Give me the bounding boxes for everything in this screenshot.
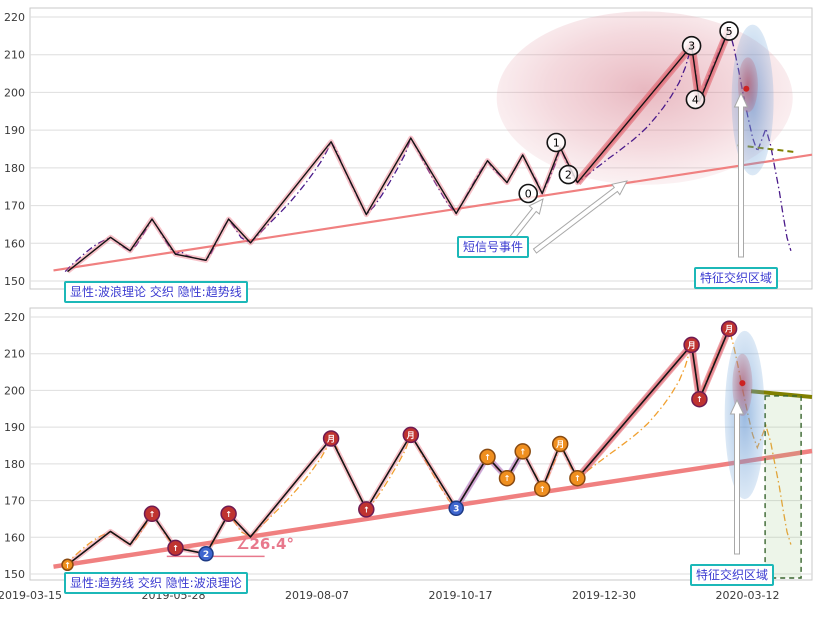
feature-region-label-bottom: 特征交织区域 <box>690 564 775 586</box>
svg-text:4: 4 <box>692 94 699 107</box>
fractal-marker: ↑ <box>569 469 586 487</box>
svg-text:1: 1 <box>553 137 560 150</box>
fractal-marker: 月 <box>402 426 420 444</box>
y-tick-label: 160 <box>4 237 25 250</box>
svg-text:2: 2 <box>565 169 572 182</box>
feature-region-box <box>764 395 802 579</box>
signal-dot-bottom <box>739 380 746 387</box>
fractal-marker: 3 <box>448 500 464 517</box>
fractal-marker: 月 <box>683 336 700 354</box>
x-tick-label: 2019-12-30 <box>572 589 636 602</box>
fractal-marker: ↑ <box>220 505 237 523</box>
svg-text:↑: ↑ <box>64 561 71 570</box>
svg-text:↑: ↑ <box>519 447 526 456</box>
y-tick-label: 150 <box>4 275 25 288</box>
wave-number-1: 1 <box>546 132 567 153</box>
fractal-marker: ↑ <box>533 480 551 498</box>
y-tick-label: 210 <box>4 348 25 361</box>
svg-text:0: 0 <box>525 188 532 201</box>
svg-text:↑: ↑ <box>484 453 491 462</box>
feature-region-label-top: 特征交织区域 <box>694 267 779 289</box>
wave-number-4: 4 <box>685 89 706 110</box>
y-tick-label: 180 <box>4 458 25 471</box>
fractal-marker: 月 <box>551 435 569 453</box>
svg-text:↑: ↑ <box>172 544 179 553</box>
svg-text:3: 3 <box>453 504 459 514</box>
annotation-arrow <box>733 91 749 258</box>
fractal-marker: ↑ <box>498 469 516 487</box>
wave-number-2: 2 <box>558 164 579 185</box>
bottom-panel-mode-label: 显性:趋势线 交织 隐性:波浪理论 <box>64 572 248 594</box>
annotation-arrow <box>532 180 628 254</box>
x-axis-labels: 2019-03-15 2019-05-28 2019-08-07 2019-10-17… <box>0 589 779 602</box>
fractal-marker: 月 <box>322 430 340 447</box>
svg-text:3: 3 <box>688 40 695 53</box>
wave-number-5: 5 <box>719 21 739 41</box>
fractal-marker: ↑ <box>358 501 375 518</box>
top-panel-mode-label: 显性:波浪理论 交织 隐性:趋势线 <box>64 281 248 303</box>
fractal-marker: ↑ <box>479 448 496 466</box>
y-tick-label: 200 <box>4 86 25 99</box>
svg-text:↑: ↑ <box>363 505 370 514</box>
fractal-markers: ↑ ↑ ↑ 2 ↑ 月 ↑ 月 3 ↑ ↑ ↑ ↑ 月 ↑ 月 ↑ 月 <box>61 320 738 572</box>
svg-text:↑: ↑ <box>149 510 156 519</box>
svg-text:↑: ↑ <box>696 395 703 404</box>
svg-text:↑: ↑ <box>574 474 581 483</box>
y-tick-label: 210 <box>4 49 25 62</box>
svg-text:↑: ↑ <box>539 485 546 494</box>
svg-text:月: 月 <box>724 325 733 334</box>
y-tick-label: 180 <box>4 162 25 175</box>
y-tick-label: 190 <box>4 421 25 434</box>
svg-text:5: 5 <box>726 25 733 38</box>
fractal-marker: ↑ <box>514 443 531 460</box>
annotation-arrow <box>509 198 544 241</box>
y-tick-label: 160 <box>4 531 25 544</box>
fractal-marker: ↑ <box>61 558 74 572</box>
svg-text:月: 月 <box>555 440 564 449</box>
y-tick-label: 170 <box>4 495 25 508</box>
annotation-arrow <box>729 398 745 555</box>
trendline-top <box>53 153 813 272</box>
trendline-angle-label: ∠26.4° <box>236 535 294 553</box>
svg-text:2: 2 <box>203 550 209 560</box>
x-tick-label: 2019-10-17 <box>429 589 493 602</box>
svg-text:月: 月 <box>326 435 335 444</box>
y-tick-label: 150 <box>4 568 25 581</box>
fractal-marker: ↑ <box>167 539 184 557</box>
wave-number-0: 0 <box>518 183 539 204</box>
y-tick-label: 190 <box>4 124 25 137</box>
y-tick-label: 220 <box>4 311 25 324</box>
svg-text:月: 月 <box>687 341 696 350</box>
y-tick-label: 200 <box>4 384 25 397</box>
svg-text:↑: ↑ <box>225 510 232 519</box>
svg-text:↑: ↑ <box>504 474 511 483</box>
fractal-marker: 2 <box>198 546 214 562</box>
x-tick-label: 2019-08-07 <box>285 589 349 602</box>
y-tick-label: 170 <box>4 200 25 213</box>
svg-text:月: 月 <box>406 431 415 440</box>
short-signal-event-label: 短信号事件 <box>457 236 530 258</box>
signal-dot-top <box>743 85 750 92</box>
wave-number-3: 3 <box>681 35 702 56</box>
x-tick-label: 2020-03-12 <box>716 589 780 602</box>
fractal-marker: ↑ <box>691 390 708 408</box>
y-tick-label: 220 <box>4 11 25 24</box>
x-tick-label: 2019-03-15 <box>0 589 62 602</box>
fractal-marker: 月 <box>720 320 738 337</box>
fractal-marker: ↑ <box>143 505 161 523</box>
